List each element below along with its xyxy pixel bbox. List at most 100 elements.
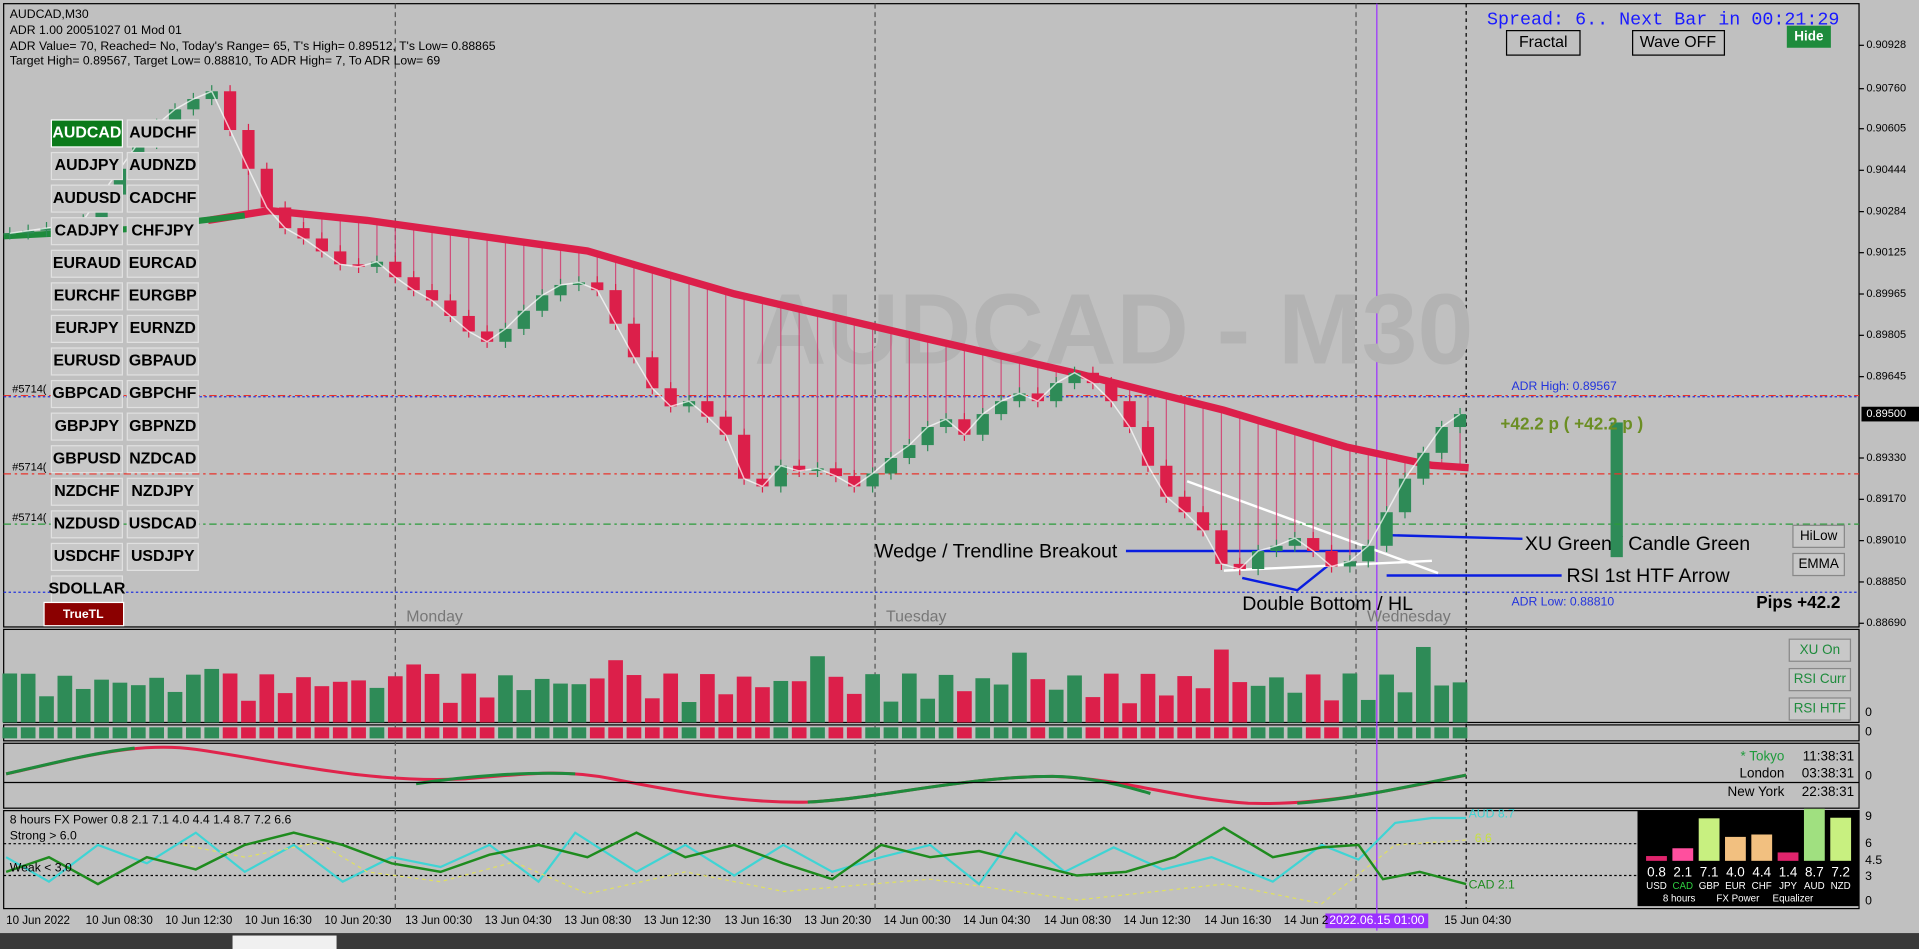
- symbol-label[interactable]: GBPAUD: [129, 353, 197, 370]
- side-button[interactable]: [1792, 524, 1845, 548]
- volume-bar: [332, 681, 348, 723]
- symbol-button[interactable]: [126, 184, 199, 213]
- tab[interactable]: [232, 935, 337, 949]
- symbol-label[interactable]: SDOLLAR: [48, 581, 125, 598]
- symbol-label[interactable]: GBPJPY: [55, 418, 120, 435]
- symbol-label[interactable]: CADJPY: [55, 222, 120, 239]
- candle: [1343, 561, 1357, 567]
- button-label[interactable]: RSI Curr: [1794, 671, 1847, 686]
- hide-button[interactable]: [1786, 25, 1831, 48]
- symbol-label[interactable]: EURUSD: [53, 353, 120, 370]
- eq-value: 7.1: [1700, 865, 1719, 880]
- symbol-label[interactable]: EURJPY: [55, 320, 119, 337]
- symbol-button[interactable]: [126, 477, 199, 506]
- symbol-label[interactable]: EURCHF: [54, 288, 121, 305]
- symbol-button[interactable]: [50, 151, 123, 181]
- button-label[interactable]: Fractal: [1519, 34, 1568, 51]
- side-button[interactable]: [1792, 552, 1845, 577]
- symbol-button[interactable]: [126, 217, 199, 246]
- symbol-button[interactable]: [50, 542, 123, 571]
- symbol-label[interactable]: AUDJPY: [55, 157, 120, 174]
- wave-button[interactable]: [1632, 30, 1726, 56]
- candle: [1123, 401, 1136, 428]
- volume-bar: [736, 676, 752, 723]
- symbol-button[interactable]: [126, 249, 199, 278]
- symbol-button[interactable]: [50, 477, 123, 506]
- button-label[interactable]: XU On: [1800, 642, 1840, 657]
- symbol-label[interactable]: AUDNZD: [129, 157, 196, 174]
- symbol-button[interactable]: [50, 445, 123, 474]
- symbol-label[interactable]: AUDCHF: [129, 125, 196, 142]
- symbol-button[interactable]: [50, 282, 123, 311]
- symbol-button[interactable]: [126, 119, 199, 148]
- volume-bar: [296, 677, 311, 723]
- wave-panel: [3, 742, 1860, 809]
- volume-bar: [1122, 703, 1137, 723]
- symbol-button[interactable]: [126, 314, 199, 343]
- truetl-label[interactable]: TrueTL: [63, 607, 104, 621]
- symbol-button[interactable]: [126, 347, 199, 376]
- strip-cell: [938, 727, 954, 739]
- fractal-button[interactable]: [1505, 30, 1581, 56]
- symbol-label[interactable]: USDCAD: [129, 516, 197, 533]
- symbol-button[interactable]: [126, 542, 199, 571]
- symbol-button[interactable]: [50, 249, 123, 278]
- symbol-label[interactable]: AUDCAD: [52, 125, 121, 142]
- eq-bar: [1725, 836, 1746, 861]
- symbol-label[interactable]: GBPUSD: [53, 450, 121, 467]
- eq-value: 0.8: [1647, 865, 1666, 880]
- symbol-label[interactable]: AUDUSD: [53, 190, 121, 207]
- button-label[interactable]: Wave OFF: [1640, 34, 1717, 51]
- button-label[interactable]: RSI HTF: [1794, 701, 1846, 716]
- symbol-label[interactable]: EURGBP: [129, 288, 197, 305]
- symbol-button[interactable]: [50, 119, 123, 148]
- symbol-label[interactable]: GBPNZD: [129, 418, 196, 435]
- symbol-button[interactable]: [126, 151, 199, 181]
- symbol-button[interactable]: [126, 445, 199, 474]
- order-tag: #5714(: [12, 383, 47, 395]
- side-button[interactable]: [1788, 638, 1852, 662]
- symbol-button[interactable]: [126, 510, 199, 539]
- time-label: 14 Jun 00:30: [884, 914, 951, 927]
- symbol-label[interactable]: NZDCAD: [129, 450, 196, 467]
- symbol-label[interactable]: GBPCHF: [129, 385, 196, 402]
- button-label[interactable]: Hide: [1794, 28, 1824, 43]
- symbol-button[interactable]: [50, 379, 123, 409]
- symbol-button[interactable]: [126, 379, 199, 409]
- symbol-label[interactable]: NZDUSD: [54, 516, 120, 533]
- symbol-button[interactable]: [50, 412, 123, 441]
- volume-bar: [1232, 682, 1248, 723]
- symbol-label[interactable]: NZDCHF: [54, 483, 120, 500]
- button-label[interactable]: HiLow: [1800, 528, 1838, 543]
- axis-label: 0: [1865, 769, 1872, 783]
- symbol-button[interactable]: [50, 217, 123, 246]
- day-label: Monday: [406, 608, 463, 625]
- volume-bar: [461, 673, 477, 723]
- symbol-button[interactable]: [126, 282, 199, 311]
- symbol-label[interactable]: NZDJPY: [131, 483, 194, 500]
- side-button[interactable]: [1788, 697, 1852, 721]
- strip-cell: [130, 727, 146, 739]
- symbol-label[interactable]: USDJPY: [131, 548, 195, 565]
- button-label[interactable]: EMMA: [1798, 556, 1838, 571]
- symbol-button[interactable]: [126, 412, 199, 441]
- symbol-label[interactable]: EURNZD: [130, 320, 196, 337]
- symbol-label[interactable]: GBPCAD: [52, 385, 121, 402]
- side-button[interactable]: [1788, 667, 1852, 692]
- arrow: [1386, 533, 1523, 541]
- symbol-button[interactable]: [50, 510, 123, 539]
- watermark: AUDCAD - M30: [754, 273, 1473, 385]
- symbol-label[interactable]: EURAUD: [53, 255, 121, 272]
- symbol-button[interactable]: [50, 347, 123, 376]
- symbol-label[interactable]: EURCAD: [129, 255, 197, 272]
- symbol-label[interactable]: CADCHF: [129, 190, 196, 207]
- symbol-label[interactable]: CHFJPY: [131, 222, 194, 239]
- candle: [425, 290, 439, 301]
- price-label: 0.90928: [1866, 39, 1906, 51]
- symbol-button[interactable]: [50, 184, 123, 213]
- truetl-button[interactable]: [43, 601, 125, 627]
- price-label: 0.88690: [1866, 617, 1906, 629]
- symbol-button[interactable]: [50, 314, 123, 343]
- equalizer: [1637, 810, 1860, 907]
- symbol-label[interactable]: USDCHF: [54, 548, 121, 565]
